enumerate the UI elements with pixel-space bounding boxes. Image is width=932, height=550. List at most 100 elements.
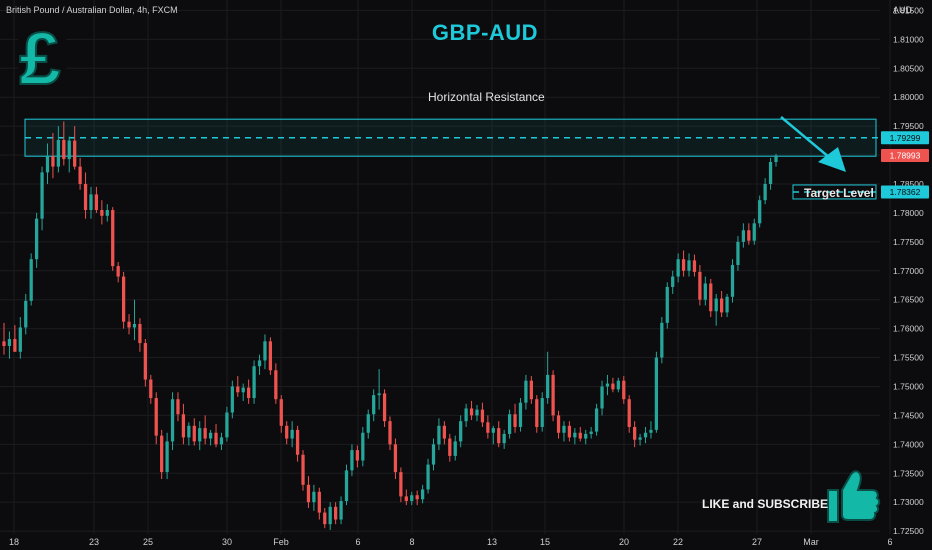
candle-body: [230, 386, 234, 413]
time-tick-label: 27: [752, 537, 762, 547]
candle-body: [676, 259, 680, 277]
price-tick-label: 1.73500: [893, 468, 924, 478]
candle-body: [317, 491, 321, 513]
resistance-zone: [24, 118, 877, 157]
candle-body: [366, 414, 370, 433]
candle-body: [768, 161, 773, 184]
candle-body: [752, 223, 756, 241]
candle: [279, 395, 283, 433]
price-tag-resistance: 1.79299: [881, 131, 929, 145]
candle-body: [562, 425, 566, 433]
candle: [730, 259, 735, 303]
candle-body: [730, 264, 735, 297]
candle-body: [355, 450, 360, 461]
candle-body: [51, 156, 55, 167]
candle-body: [214, 432, 218, 445]
candle: [622, 376, 626, 404]
candle-body: [611, 383, 615, 390]
candle-body: [328, 506, 332, 525]
candle-body: [388, 421, 392, 445]
candle: [437, 418, 441, 451]
candle: [469, 400, 474, 421]
candle-body: [263, 341, 267, 361]
candle: [290, 421, 294, 448]
candle: [540, 392, 544, 432]
candle-body: [420, 489, 425, 500]
target-label: Target Level: [804, 186, 874, 200]
time-tick-label: 15: [540, 537, 550, 547]
candle: [393, 438, 398, 480]
candle-body: [2, 341, 6, 346]
candle-body: [518, 402, 523, 427]
candle-body: [225, 412, 229, 438]
candle-body: [497, 428, 501, 444]
candle: [627, 395, 631, 433]
candle-body: [29, 259, 33, 301]
candle-body: [323, 512, 327, 525]
candle-body: [13, 339, 17, 352]
candle: [18, 317, 22, 359]
time-axis[interactable]: 18 23 25 30 Feb 6 8 13 15 20 22 27 Mar 6: [9, 537, 893, 547]
candle-body: [105, 210, 109, 216]
time-tick-label: Mar: [803, 537, 819, 547]
candle: [132, 299, 137, 341]
candle-body: [643, 432, 648, 438]
candle-body: [18, 327, 22, 352]
candle: [725, 293, 729, 318]
candle-body: [399, 472, 403, 497]
price-tick-label: 1.80000: [893, 92, 924, 102]
candle: [29, 253, 33, 306]
candle: [442, 421, 446, 445]
candle-body: [192, 425, 196, 442]
candle-body: [78, 166, 82, 184]
candle-body: [758, 200, 762, 224]
candle: [486, 415, 490, 439]
candle-body: [236, 386, 240, 393]
grid-lines: [0, 0, 891, 534]
candle-body: [448, 438, 452, 456]
price-tick-label: 1.72500: [893, 526, 924, 536]
candle: [78, 157, 82, 190]
price-tick-label: 1.78000: [893, 208, 924, 218]
candle: [257, 354, 262, 375]
price-axis[interactable]: 1.815001.810001.805001.800001.795001.790…: [893, 5, 924, 536]
candle-body: [393, 444, 398, 473]
candle-body: [198, 428, 202, 442]
candle: [154, 392, 158, 445]
candle: [573, 428, 577, 445]
candle: [546, 351, 550, 404]
candle: [562, 421, 566, 442]
candle-body: [132, 323, 137, 328]
candle-body: [486, 422, 490, 433]
candle: [600, 380, 604, 416]
price-tick-label: 1.78500: [893, 179, 924, 189]
candle-body: [415, 495, 419, 500]
target-arrow-icon: [780, 116, 846, 172]
candle-body: [312, 491, 316, 503]
price-tick-label: 1.77000: [893, 266, 924, 276]
candle: [334, 502, 338, 525]
price-tick-label: 1.73000: [893, 497, 924, 507]
candle: [274, 363, 278, 404]
candle-body: [627, 399, 631, 427]
candle: [589, 426, 593, 439]
candle-body: [73, 140, 77, 167]
candle-body: [181, 414, 186, 438]
candle: [415, 490, 419, 506]
candle-body: [208, 432, 213, 439]
candle: [774, 153, 778, 167]
candle-body: [67, 140, 71, 160]
candle: [34, 212, 39, 268]
candle: [187, 422, 191, 446]
candle-body: [507, 414, 512, 434]
candle: [551, 370, 555, 422]
price-tick-label: 1.74500: [893, 410, 924, 420]
candle: [236, 376, 240, 397]
candle-body: [633, 426, 637, 440]
candle: [355, 445, 360, 468]
candle: [643, 426, 648, 444]
price-tick-label: 1.81000: [893, 34, 924, 44]
candle-body: [692, 260, 697, 272]
time-tick-label: Feb: [273, 537, 289, 547]
candle: [584, 429, 588, 445]
